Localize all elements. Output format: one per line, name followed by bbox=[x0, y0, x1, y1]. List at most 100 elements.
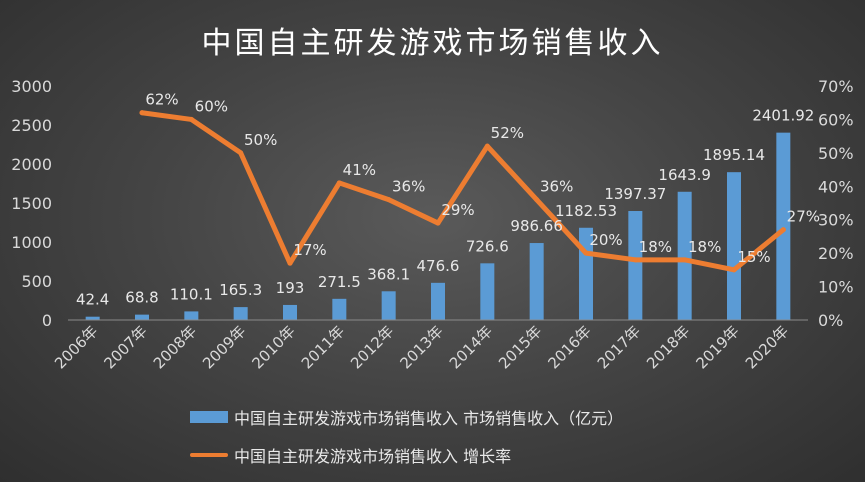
bar-data-label: 726.6 bbox=[466, 237, 509, 255]
y-right-tick-label: 40% bbox=[818, 177, 854, 196]
growth-point bbox=[336, 180, 342, 186]
chart-title: 中国自主研发游戏市场销售收入 bbox=[201, 26, 664, 61]
growth-data-label: 62% bbox=[145, 91, 178, 109]
legend-bar-swatch bbox=[190, 411, 228, 423]
y-left-tick-label: 2500 bbox=[11, 116, 52, 135]
bar bbox=[332, 298, 347, 320]
growth-data-label: 18% bbox=[639, 238, 672, 256]
bar bbox=[381, 291, 396, 320]
bar bbox=[233, 307, 248, 320]
x-tick-label: 2008年 bbox=[150, 322, 200, 372]
y-left-tick-label: 3000 bbox=[11, 77, 52, 96]
growth-data-label: 60% bbox=[195, 97, 228, 115]
bar-data-label: 2401.92 bbox=[752, 107, 814, 125]
growth-data-label: 18% bbox=[688, 238, 721, 256]
legend-line-swatch bbox=[190, 453, 228, 457]
growth-point bbox=[188, 116, 194, 122]
legend-item-growth: 中国自主研发游戏市场销售收入 增长率 bbox=[190, 443, 511, 467]
legend-label-revenue: 中国自主研发游戏市场销售收入 市场销售收入（亿元） bbox=[234, 409, 624, 428]
bar bbox=[628, 211, 643, 320]
y-right-tick-label: 20% bbox=[818, 244, 854, 263]
bar bbox=[431, 282, 445, 320]
growth-line-series bbox=[139, 110, 786, 273]
growth-point bbox=[386, 197, 392, 203]
growth-line bbox=[139, 110, 786, 273]
y-left-tick-label: 2000 bbox=[11, 155, 52, 174]
bar-data-label: 165.3 bbox=[219, 281, 262, 299]
bar-data-label: 193 bbox=[276, 279, 305, 297]
growth-data-label: 20% bbox=[589, 231, 622, 249]
x-tick-label: 2019年 bbox=[692, 322, 742, 372]
legend-item-revenue: 中国自主研发游戏市场销售收入 市场销售收入（亿元） bbox=[190, 405, 623, 429]
bar-data-label: 1397.37 bbox=[604, 185, 666, 203]
bar bbox=[85, 316, 100, 320]
bar-data-label: 1643.9 bbox=[658, 166, 711, 184]
growth-point bbox=[484, 143, 490, 149]
growth-point bbox=[682, 257, 688, 263]
y-right-tick-label: 30% bbox=[818, 211, 854, 230]
line-data-labels: 62% 60% 50% 17% 41% 36% 29% 52% 36% 20% 18% 18% 15% 2… bbox=[145, 91, 820, 266]
x-tick-label: 2014年 bbox=[446, 322, 496, 372]
growth-point bbox=[238, 150, 244, 156]
growth-data-label: 50% bbox=[244, 131, 277, 149]
bar-data-label: 1895.14 bbox=[703, 146, 765, 164]
growth-point bbox=[780, 227, 786, 233]
bar-data-label: 368.1 bbox=[367, 265, 410, 283]
growth-data-label: 15% bbox=[737, 248, 770, 266]
bar-data-label: 476.6 bbox=[417, 257, 460, 275]
growth-data-label: 29% bbox=[441, 201, 474, 219]
legend-label-growth: 中国自主研发游戏市场销售收入 增长率 bbox=[234, 447, 512, 466]
growth-data-label: 36% bbox=[392, 178, 425, 196]
bar-series bbox=[85, 132, 791, 320]
growth-point bbox=[435, 220, 441, 226]
x-tick-label: 2017年 bbox=[594, 322, 644, 372]
bar bbox=[480, 263, 495, 320]
bar bbox=[283, 304, 297, 320]
bar bbox=[727, 172, 741, 320]
growth-point bbox=[534, 197, 540, 203]
x-tick-label: 2010年 bbox=[248, 322, 298, 372]
y-axis-right: 0% 10% 20% 30% 40% 50% 60% 70% bbox=[818, 77, 854, 330]
growth-data-label: 17% bbox=[293, 241, 326, 259]
bar-data-label: 68.8 bbox=[125, 289, 158, 307]
growth-point bbox=[139, 110, 145, 116]
y-right-tick-label: 70% bbox=[818, 77, 854, 96]
x-tick-label: 2006年 bbox=[51, 322, 101, 372]
y-left-tick-label: 1000 bbox=[11, 233, 52, 252]
growth-point bbox=[583, 250, 589, 256]
bar bbox=[184, 311, 199, 320]
bar-data-label: 42.4 bbox=[76, 291, 109, 309]
bar bbox=[677, 191, 692, 320]
growth-data-label: 52% bbox=[491, 124, 524, 142]
growth-point bbox=[731, 267, 737, 273]
y-right-tick-label: 50% bbox=[818, 144, 854, 163]
y-left-tick-label: 0 bbox=[42, 311, 52, 330]
growth-point bbox=[287, 260, 293, 266]
y-right-tick-label: 10% bbox=[818, 278, 854, 297]
y-right-tick-label: 60% bbox=[818, 110, 854, 129]
x-tick-label: 2009年 bbox=[199, 322, 249, 372]
growth-point bbox=[632, 257, 638, 263]
x-tick-label: 2018年 bbox=[643, 322, 693, 372]
x-tick-label: 2011年 bbox=[298, 322, 348, 372]
y-right-tick-label: 0% bbox=[818, 311, 843, 330]
x-tick-label: 2020年 bbox=[742, 322, 792, 372]
y-axis-left: 0 500 1000 1500 2000 2500 3000 bbox=[11, 77, 52, 330]
x-tick-label: 2013年 bbox=[396, 322, 446, 372]
x-tick-label: 2016年 bbox=[544, 322, 594, 372]
growth-data-label: 27% bbox=[787, 208, 820, 226]
bar bbox=[135, 314, 149, 320]
x-tick-label: 2007年 bbox=[100, 322, 150, 372]
bar-data-label: 271.5 bbox=[318, 273, 361, 291]
x-tick-label: 2015年 bbox=[495, 322, 545, 372]
bar-data-label: 110.1 bbox=[170, 285, 213, 303]
bar-data-label: 1182.53 bbox=[555, 202, 617, 220]
y-left-tick-label: 1500 bbox=[11, 194, 52, 213]
growth-data-label: 41% bbox=[343, 161, 376, 179]
y-left-tick-label: 500 bbox=[21, 272, 52, 291]
bar-data-labels: 42.4 68.8 110.1 165.3 193 271.5 368.1 476.6 726.… bbox=[76, 107, 814, 309]
bar bbox=[529, 243, 544, 320]
bar-data-label: 986.66 bbox=[510, 217, 563, 235]
bar bbox=[776, 132, 791, 320]
